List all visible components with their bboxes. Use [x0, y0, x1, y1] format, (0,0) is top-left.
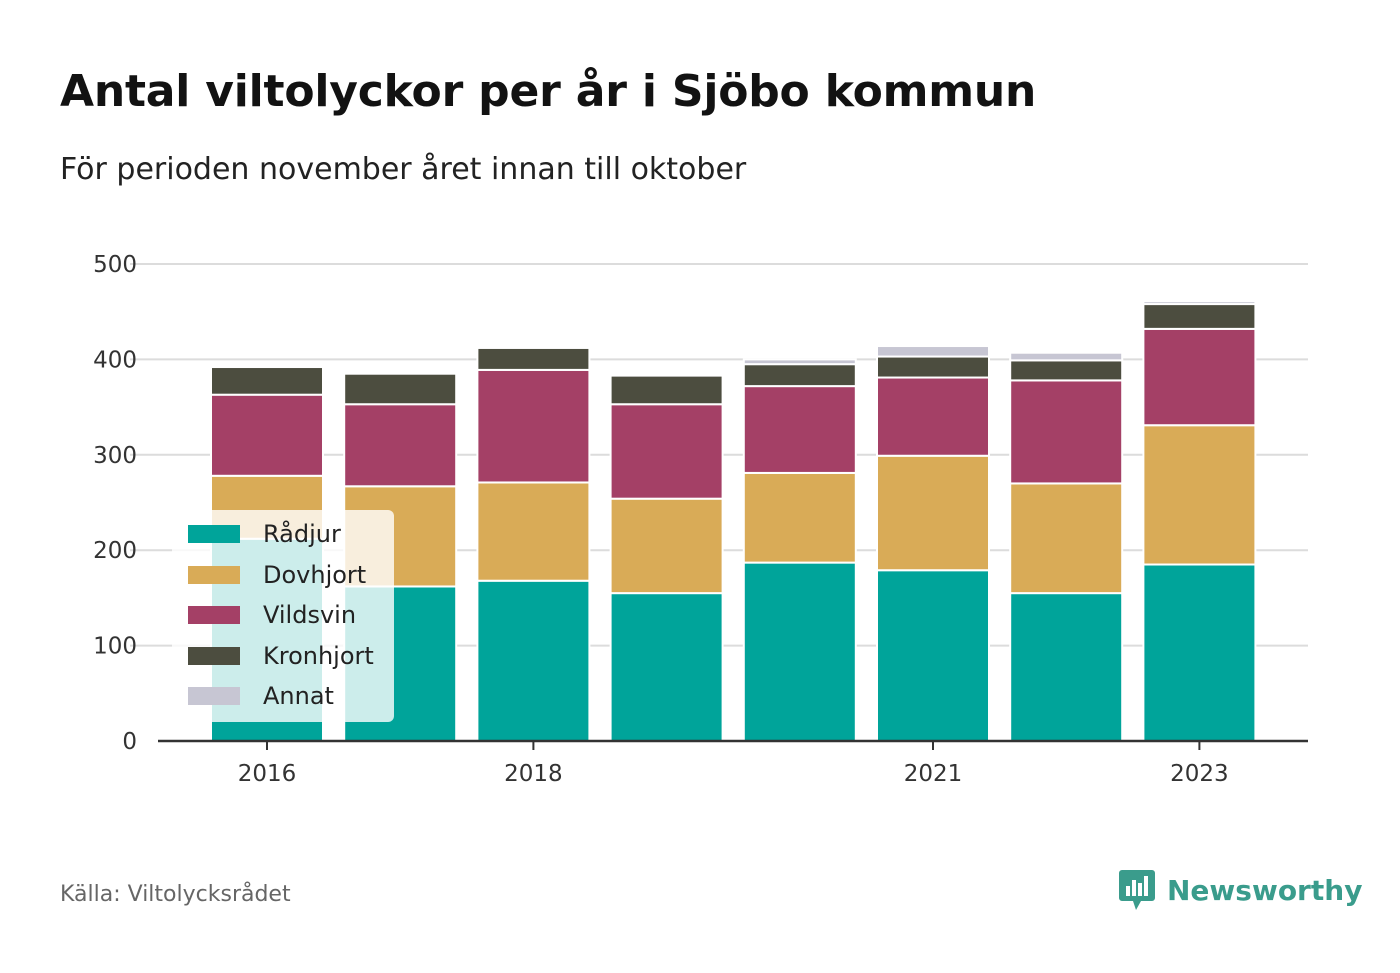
- y-tick-label: 300: [93, 443, 137, 469]
- x-tick-label: 2023: [1170, 761, 1229, 787]
- y-tick-label: 400: [93, 347, 137, 373]
- bar-segment-rådjur-2022: [1009, 592, 1124, 742]
- bar-segment-kronhjort-2019: [609, 374, 724, 406]
- bar-segment-vildsvin-2023: [1142, 327, 1257, 427]
- legend-swatch: [188, 646, 240, 665]
- legend-label: Annat: [263, 682, 334, 710]
- legend-label: Kronhjort: [263, 641, 374, 670]
- legend-label: Dovhjort: [263, 560, 367, 589]
- bar-segment-dovhjort-2019: [609, 497, 724, 595]
- y-tick-label: 200: [93, 538, 137, 564]
- speech-bubble-bars-icon: [1119, 870, 1155, 910]
- bar-segment-dovhjort-2021: [876, 454, 990, 572]
- legend-item: Rådjur: [188, 519, 341, 549]
- bar-segment-rådjur-2023: [1142, 563, 1257, 743]
- legend-item: Kronhjort: [188, 641, 374, 671]
- bar-segment-annat-2023: [1142, 300, 1257, 306]
- bar-segment-annat-2020: [742, 358, 857, 366]
- bar-segment-dovhjort-2022: [1009, 482, 1124, 595]
- bar-segment-dovhjort-2020: [742, 471, 857, 564]
- legend-label: Vildsvin: [263, 601, 357, 629]
- legend-swatch: [188, 525, 240, 543]
- brand-name: Newsworthy: [1167, 873, 1363, 907]
- legend-item: Dovhjort: [188, 560, 366, 590]
- legend-item: Annat: [188, 681, 334, 711]
- y-tick-label: 0: [122, 729, 137, 755]
- legend-swatch: [188, 606, 240, 624]
- y-tick-label: 500: [93, 252, 137, 278]
- bar-segment-kronhjort-2021: [876, 355, 990, 379]
- bar-segment-dovhjort-2023: [1142, 424, 1257, 566]
- y-tick-label: 100: [93, 634, 137, 660]
- bar-segment-rådjur-2020: [742, 561, 857, 742]
- legend: Rådjur Dovhjort Vildsvin Kronhjort Annat: [172, 510, 394, 722]
- bar-segment-kronhjort-2023: [1142, 303, 1257, 330]
- bar-segment-kronhjort-2022: [1009, 359, 1124, 382]
- legend-item: Vildsvin: [188, 600, 356, 630]
- source-note: Källa: Viltolycksrådet: [60, 882, 291, 907]
- bar-segment-rådjur-2019: [609, 592, 724, 742]
- bar-segment-dovhjort-2018: [476, 481, 591, 582]
- legend-label: Rådjur: [263, 520, 341, 548]
- bar-segment-annat-2022: [1009, 351, 1124, 362]
- x-tick-label: 2016: [238, 761, 297, 787]
- legend-swatch: [188, 565, 240, 584]
- bar-segment-annat-2021: [876, 345, 990, 358]
- bar-segment-vildsvin-2018: [476, 368, 591, 484]
- bar-segment-vildsvin-2016: [210, 393, 324, 477]
- bar-segment-vildsvin-2021: [876, 376, 990, 457]
- bar-segment-kronhjort-2016: [210, 366, 324, 396]
- x-tick-label: 2018: [504, 761, 563, 787]
- bar-segment-vildsvin-2020: [742, 385, 857, 474]
- bar-segment-vildsvin-2019: [609, 403, 724, 500]
- chart-title: Antal viltolyckor per år i Sjöbo kommun: [60, 66, 1037, 117]
- bar-segment-kronhjort-2018: [476, 346, 591, 371]
- brand-logo: Newsworthy: [1119, 868, 1362, 912]
- legend-swatch: [188, 687, 240, 705]
- bar-segment-vildsvin-2017: [343, 403, 458, 488]
- bar-segment-kronhjort-2017: [343, 372, 458, 406]
- bar-segment-kronhjort-2020: [742, 363, 857, 388]
- bar-segment-rådjur-2018: [476, 579, 591, 743]
- chart-subtitle: För perioden november året innan till ok…: [60, 152, 747, 187]
- bar-segment-vildsvin-2022: [1009, 379, 1124, 485]
- bar-segment-rådjur-2021: [876, 569, 990, 743]
- x-tick-label: 2021: [904, 761, 963, 787]
